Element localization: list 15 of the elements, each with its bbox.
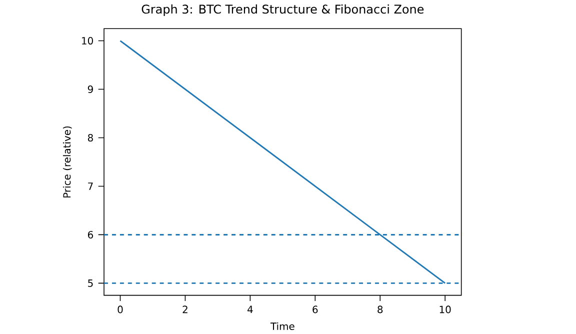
x-axis-title: Time xyxy=(270,322,294,330)
x-tick-label: 2 xyxy=(182,305,188,313)
chart-title: Graph 3: BTC Trend Structure & Fibonacci Zone xyxy=(142,4,424,16)
y-tick-label: 7 xyxy=(88,182,93,190)
x-tick-label: 0 xyxy=(118,305,123,313)
y-tick-label: 6 xyxy=(88,230,94,238)
y-tick-label: 8 xyxy=(88,134,93,142)
x-tick-label: 10 xyxy=(440,305,451,313)
y-tick-label: 10 xyxy=(82,36,93,44)
y-tick-label: 5 xyxy=(88,279,93,287)
y-tick-label: 9 xyxy=(88,85,93,93)
y-axis-title: Price (relative) xyxy=(62,126,72,198)
x-tick-label: 8 xyxy=(378,305,383,313)
x-tick-label: 6 xyxy=(312,305,318,313)
x-tick-label: 4 xyxy=(247,305,253,313)
